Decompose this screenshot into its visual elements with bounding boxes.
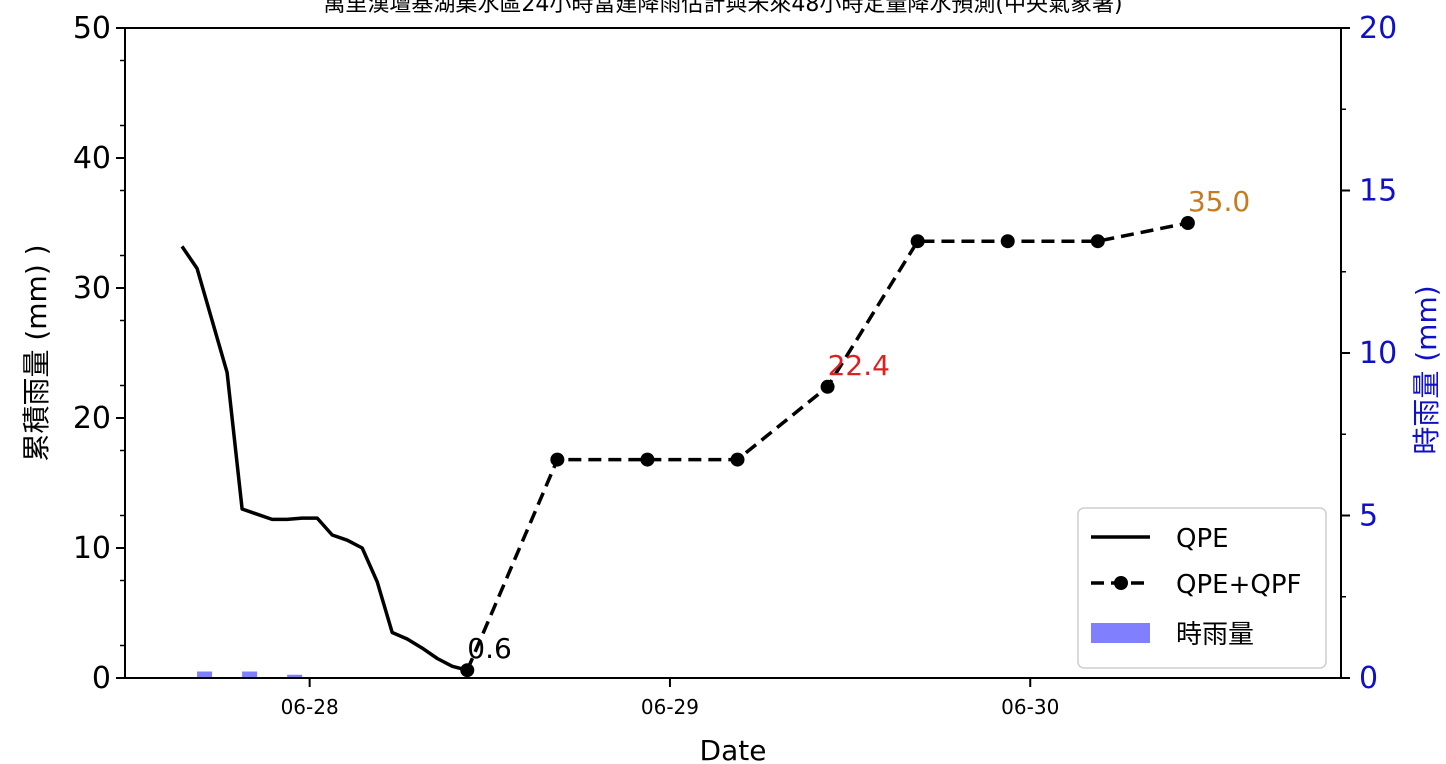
legend: QPE QPE+QPF 時雨量 — [1077, 507, 1327, 669]
y-tick-label-left: 30 — [73, 271, 111, 306]
qpe-qpf-marker — [1000, 234, 1015, 249]
chart-title: 萬里漢壇基湖集水區24小時當建降雨估計與未來48小時定量降水預測(中央氣象署) — [323, 0, 1122, 17]
y-tick-label-right: 0 — [1359, 661, 1378, 696]
y-axis-label-right: 時雨量 (mm) — [1410, 285, 1443, 454]
qpe-qpf-marker — [460, 663, 475, 678]
hourly-rain-bar — [287, 674, 303, 678]
qpe-qpf-marker — [1180, 216, 1195, 230]
qpe-qpf-marker — [550, 452, 565, 467]
y-tick-label-right: 15 — [1359, 174, 1397, 209]
y-tick-label-left: 0 — [92, 661, 111, 696]
qpe-qpf-marker — [730, 452, 745, 467]
plot-area: 0.6 22.4 35.0 06-28 06-29 06-30 0 10 20 30 40 50 0 5 1… — [73, 11, 1397, 719]
hourly-rain-bar — [242, 671, 258, 678]
y-tick-label-left: 40 — [73, 141, 111, 176]
legend-label: QPE+QPF — [1176, 570, 1301, 600]
legend-label: 時雨量 — [1176, 620, 1254, 650]
x-axis-label: Date — [700, 734, 767, 764]
hourly-rain-bar — [197, 671, 213, 678]
y-axis-label-left: 累積雨量 (mm) ) — [20, 244, 53, 461]
y-tick-label-left: 20 — [73, 401, 111, 436]
qpe-qpf-marker — [640, 452, 655, 467]
y-tick-label-right: 5 — [1359, 499, 1378, 534]
qpe-qpf-marker — [820, 379, 835, 394]
legend-qpe-qpf-marker — [1114, 576, 1128, 590]
y-tick-label-right: 20 — [1359, 11, 1397, 46]
qpe-qpf-marker — [1090, 234, 1105, 249]
data-label: 35.0 — [1188, 185, 1250, 218]
qpe-qpf-marker — [910, 234, 925, 249]
data-label: 22.4 — [828, 349, 890, 382]
qpe-line — [180, 245, 468, 672]
x-tick-label: 06-30 — [1001, 695, 1059, 719]
y-tick-label-left: 10 — [73, 531, 111, 566]
data-label: 0.6 — [467, 632, 512, 665]
legend-label: QPE — [1176, 524, 1229, 554]
x-tick-label: 06-28 — [281, 695, 339, 719]
y-tick-label-right: 10 — [1359, 336, 1397, 371]
legend-bar-swatch — [1091, 623, 1150, 643]
x-tick-label: 06-29 — [641, 695, 699, 719]
y-tick-label-left: 50 — [73, 11, 111, 46]
